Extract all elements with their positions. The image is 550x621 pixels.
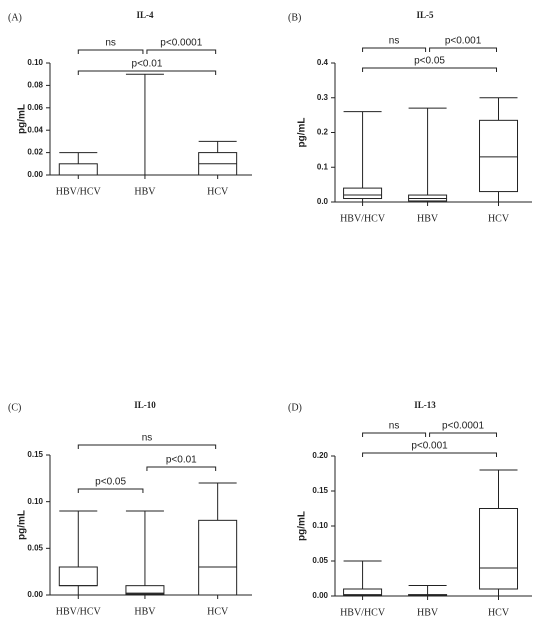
y-tick-label: 0.06 [27,103,43,112]
x-tick-label: HCV [207,186,229,197]
x-tick-label: HBV [417,213,439,224]
panel-label: (C) [8,402,21,413]
y-tick-label: 0.05 [27,543,43,552]
significance-bracket [362,47,427,52]
y-axis-label: pg/mL [17,510,28,540]
significance-label: p<0.05 [414,56,445,67]
significance-label: ns [142,433,153,444]
box [125,585,165,595]
significance-label: p<0.01 [132,59,163,70]
x-tick-label: HBV [417,607,439,618]
y-tick-label: 0.20 [312,451,328,460]
x-tick-label: HBV/HCV [56,186,102,197]
x-tick-label: HBV/HCV [340,607,386,618]
y-tick-label: 0.2 [317,128,329,137]
y-axis-label: pg/mL [17,104,28,134]
significance-bracket [429,47,498,52]
y-tick-label: 0.1 [317,162,329,171]
significance-label: p<0.05 [95,477,126,488]
x-tick-label: HBV [134,186,156,197]
panel-label: (D) [288,402,302,413]
panel-label: (A) [8,12,22,23]
y-tick-label: 0.00 [312,591,328,600]
significance-bracket [362,452,498,457]
chart-title: IL-4 [136,10,154,20]
chart-title: IL-5 [416,10,434,20]
y-axis-label: pg/mL [297,118,308,148]
significance-bracket [146,49,217,54]
significance-bracket [77,70,217,75]
y-tick-label: 0.00 [27,590,43,599]
significance-label: p<0.0001 [442,421,484,432]
y-tick-label: 0.10 [27,58,43,67]
significance-label: ns [105,38,116,49]
significance-label: p<0.0001 [160,38,202,49]
y-tick-label: 0.10 [312,521,328,530]
y-tick-label: 0.4 [317,58,329,67]
y-tick-label: 0.0 [317,197,329,206]
box [408,194,448,202]
significance-bracket [362,67,498,72]
chart-title: IL-10 [134,400,156,410]
significance-label: p<0.001 [411,441,448,452]
y-axis-label: pg/mL [297,511,308,541]
y-tick-label: 0.10 [27,497,43,506]
box [198,519,238,596]
chart-title: IL-13 [414,400,436,410]
y-tick-label: 0.3 [317,93,329,102]
x-tick-label: HBV/HCV [340,213,386,224]
x-tick-label: HCV [488,607,510,618]
box [479,119,519,193]
x-tick-label: HCV [207,606,229,617]
x-tick-label: HCV [488,213,510,224]
box [58,566,98,587]
significance-bracket [429,432,498,437]
significance-label: p<0.01 [166,455,197,466]
significance-label: ns [389,36,400,47]
significance-bracket [77,488,144,493]
y-tick-label: 0.15 [312,486,328,495]
panel-label: (B) [288,12,301,23]
y-tick-label: 0.08 [27,81,43,90]
significance-bracket [362,432,427,437]
significance-bracket [146,466,217,471]
x-tick-label: HBV [134,606,156,617]
box [343,187,383,200]
significance-bracket [77,444,217,449]
box [58,163,98,176]
y-tick-label: 0.00 [27,170,43,179]
significance-label: p<0.001 [445,36,482,47]
significance-label: ns [389,421,400,432]
y-tick-label: 0.02 [27,148,43,157]
box [343,588,383,596]
y-tick-label: 0.05 [312,556,328,565]
x-tick-label: HBV/HCV [56,606,102,617]
significance-bracket [77,49,144,54]
y-tick-label: 0.15 [27,450,43,459]
y-tick-label: 0.04 [27,125,43,134]
box [479,508,519,590]
